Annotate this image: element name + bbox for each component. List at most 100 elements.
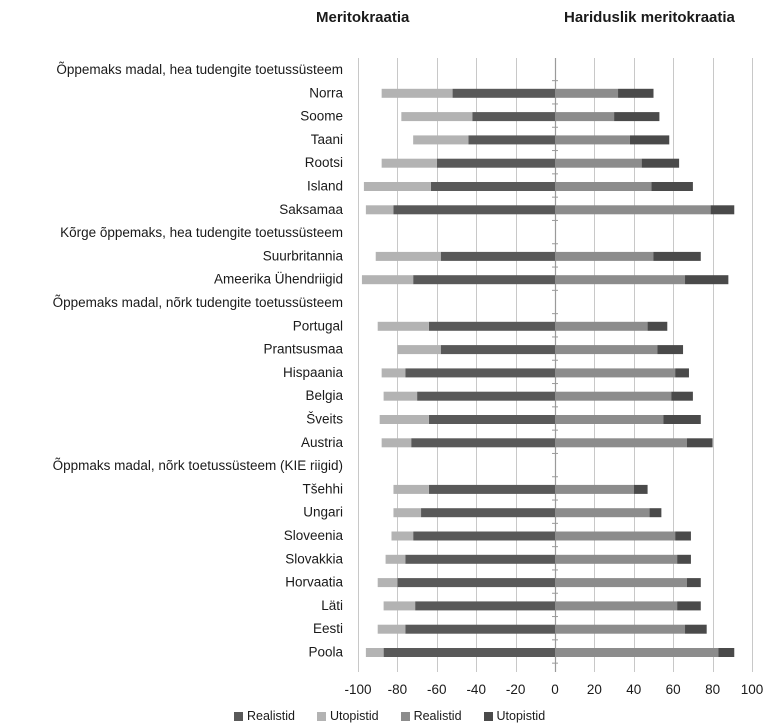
legend-item: Utopistid [316, 709, 379, 723]
legend-swatch [234, 711, 243, 721]
category-label: Eesti [313, 621, 343, 636]
bar-utopistid-hariduslik [651, 182, 693, 191]
category-label: Kõrge õppemaks, hea tudengite toetussüst… [60, 225, 343, 240]
bar-realistid-meritokraatia [413, 531, 555, 541]
bar-utopistid-hariduslik [657, 345, 684, 355]
bar-realistid-hariduslik [555, 415, 664, 424]
bar-realistid-hariduslik [555, 275, 686, 285]
category-label: Õppmaks madal, nõrk toetussüsteem (KIE r… [53, 458, 343, 473]
x-tick-label: 100 [741, 682, 764, 697]
bar-utopistid-meritokraatia [377, 578, 398, 588]
bar-realistid-meritokraatia [440, 345, 555, 355]
bar-realistid-hariduslik [555, 251, 654, 261]
bar-realistid-hariduslik [555, 135, 630, 145]
legend-swatch [400, 711, 410, 721]
bar-utopistid-hariduslik [618, 88, 654, 98]
bar-realistid-hariduslik [555, 508, 650, 518]
x-tick-label: -40 [466, 682, 486, 697]
bar-utopistid-meritokraatia [381, 438, 412, 448]
legend-label: Realistid [247, 709, 295, 723]
bar-utopistid-meritokraatia [381, 368, 406, 378]
category-label: Taani [311, 132, 343, 147]
bar-utopistid-hariduslik [614, 112, 660, 122]
bar-utopistid-meritokraatia [381, 88, 453, 98]
bar-utopistid-meritokraatia [393, 508, 422, 518]
bar-utopistid-hariduslik [671, 391, 693, 401]
category-label: Saksamaa [279, 202, 343, 217]
bar-utopistid-meritokraatia [377, 321, 429, 331]
bar-realistid-hariduslik [555, 578, 687, 588]
bar-utopistid-hariduslik [629, 135, 670, 145]
bar-realistid-meritokraatia [428, 321, 555, 331]
bar-realistid-hariduslik [555, 88, 619, 98]
bar-realistid-hariduslik [555, 484, 634, 494]
bar-utopistid-meritokraatia [361, 275, 414, 285]
bar-realistid-meritokraatia [405, 368, 555, 378]
category-label: Rootsi [305, 155, 343, 170]
bar-utopistid-meritokraatia [413, 135, 469, 145]
bar-realistid-meritokraatia [421, 508, 555, 518]
category-label: Slovakkia [285, 551, 343, 566]
bar-realistid-meritokraatia [472, 112, 555, 122]
bar-realistid-meritokraatia [415, 601, 555, 611]
bar-realistid-meritokraatia [452, 88, 555, 98]
bar-realistid-hariduslik [555, 391, 672, 401]
bar-realistid-meritokraatia [430, 182, 555, 191]
bar-utopistid-hariduslik [641, 158, 680, 168]
x-tick-label: -20 [506, 682, 526, 697]
bar-realistid-hariduslik [555, 158, 642, 168]
bar-realistid-hariduslik [555, 368, 676, 378]
bar-realistid-hariduslik [555, 321, 648, 331]
bar-realistid-meritokraatia [428, 415, 555, 424]
legend-label: Utopistid [496, 709, 546, 723]
x-tick-label: 80 [705, 682, 720, 697]
bar-realistid-meritokraatia [440, 251, 555, 261]
bar-realistid-meritokraatia [393, 205, 555, 215]
x-tick-label: -80 [388, 682, 408, 697]
bar-utopistid-hariduslik [675, 531, 691, 541]
bar-realistid-meritokraatia [405, 624, 555, 634]
bar-utopistid-hariduslik [686, 438, 713, 448]
bar-utopistid-meritokraatia [379, 415, 429, 424]
bar-utopistid-hariduslik [647, 321, 668, 331]
bar-utopistid-hariduslik [675, 368, 689, 378]
x-tick-label: 40 [626, 682, 641, 697]
bar-utopistid-meritokraatia [365, 205, 394, 215]
category-label: Šveits [306, 412, 343, 427]
x-tick-label: -100 [344, 682, 371, 697]
bar-realistid-hariduslik [555, 648, 719, 657]
bar-utopistid-hariduslik [677, 601, 701, 611]
bar-utopistid-meritokraatia [365, 648, 384, 657]
bar-realistid-hariduslik [555, 205, 711, 215]
bar-realistid-meritokraatia [405, 554, 555, 564]
category-label: Island [307, 179, 343, 194]
category-label: Norra [309, 85, 343, 100]
bar-realistid-meritokraatia [383, 648, 555, 657]
bar-realistid-hariduslik [555, 345, 658, 355]
bar-utopistid-hariduslik [685, 624, 707, 634]
bar-utopistid-meritokraatia [383, 391, 418, 401]
category-label: Ameerika Ühendriigid [214, 272, 343, 287]
legend-item: Realistid [234, 709, 295, 723]
bar-utopistid-meritokraatia [393, 484, 429, 494]
bar-utopistid-hariduslik [710, 205, 735, 215]
bar-utopistid-hariduslik [677, 554, 691, 564]
bar-utopistid-meritokraatia [401, 112, 473, 122]
bar-utopistid-meritokraatia [397, 345, 441, 355]
bar-realistid-meritokraatia [417, 391, 555, 401]
bar-utopistid-hariduslik [649, 508, 662, 518]
category-label: Õppemaks madal, nõrk tudengite toetussüs… [53, 295, 343, 310]
category-label: Austria [301, 435, 344, 450]
category-label: Prantsusmaa [263, 342, 343, 357]
bar-utopistid-hariduslik [663, 415, 701, 424]
bar-realistid-meritokraatia [436, 158, 555, 168]
category-label: Horvaatia [285, 575, 343, 590]
panel-title-meritokraatia: Meritokraatia [316, 9, 410, 26]
category-label: Belgia [305, 388, 343, 403]
category-label: Ungari [303, 505, 343, 520]
legend-swatch [316, 711, 326, 721]
category-label: Portugal [293, 318, 343, 333]
bar-utopistid-meritokraatia [383, 601, 416, 611]
